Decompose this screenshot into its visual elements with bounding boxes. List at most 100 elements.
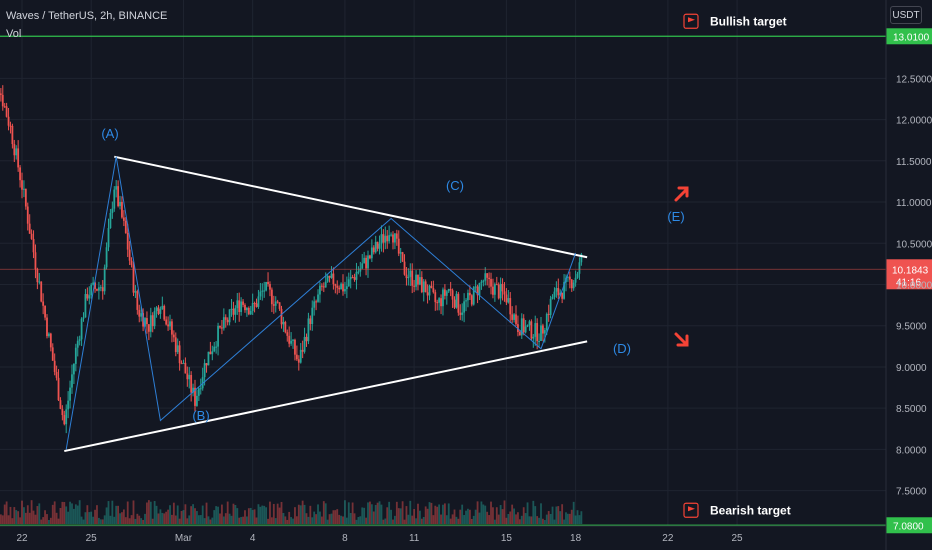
candle-body [40, 281, 43, 302]
volume-bar [15, 510, 18, 524]
volume-bar [297, 504, 300, 524]
candle-body [326, 275, 329, 282]
volume-bar [42, 517, 45, 524]
candle-body [30, 233, 33, 239]
volume-bar [67, 511, 70, 524]
volume-bar [213, 510, 216, 524]
candle-body [36, 269, 39, 283]
candle-body [97, 287, 100, 291]
volume-bar [401, 501, 404, 524]
volume-bar [538, 517, 540, 524]
candle-body [107, 227, 110, 248]
volume-bar [272, 503, 275, 524]
candle-body [334, 284, 337, 286]
currency-button[interactable]: USDT [890, 6, 922, 24]
volume-bar [470, 518, 473, 524]
volume-bar [330, 513, 333, 524]
candle-body [447, 288, 450, 292]
volume-bar [532, 500, 535, 524]
candle-body [449, 288, 452, 291]
candle-body [7, 116, 10, 126]
candle-body [172, 334, 175, 338]
volume-bar [534, 506, 537, 524]
x-tick-label: 11 [409, 533, 420, 544]
volume-bar [553, 519, 556, 524]
volume-bar [126, 501, 129, 524]
candle-body [536, 323, 539, 342]
y-tick-label: 9.5000 [896, 322, 927, 333]
candle-body [201, 377, 204, 389]
volume-bar [499, 505, 502, 524]
y-tick-label: 9.0000 [896, 363, 927, 374]
volume-bar [351, 502, 354, 524]
volume-bar [130, 515, 133, 524]
candle-body [134, 291, 137, 293]
volume-bar [197, 515, 200, 524]
wave-path [65, 156, 577, 450]
candle-body [376, 241, 379, 249]
candle-body [215, 346, 218, 348]
volume-bar [136, 513, 139, 524]
candle-body [111, 208, 114, 214]
volume-bar [476, 501, 479, 524]
volume-bar [180, 510, 183, 524]
candle-body [344, 289, 346, 292]
candle-body [171, 321, 173, 335]
wave-label: (A) [101, 126, 118, 141]
volume-bar [105, 507, 108, 524]
candle-body [290, 340, 293, 344]
candle-body [324, 281, 327, 288]
candle-body [38, 281, 41, 283]
volume-bar [48, 519, 50, 524]
volume-bar [568, 513, 571, 524]
volume-bar [503, 500, 506, 524]
candle-body [415, 274, 417, 287]
volume-bar [390, 509, 392, 524]
candle-body [255, 303, 258, 307]
candle-body [336, 285, 339, 288]
volume-bar [372, 511, 375, 524]
candle-body [99, 287, 102, 289]
volume-bar [315, 514, 317, 524]
candle-body [363, 257, 366, 264]
volume-bar [57, 518, 60, 524]
candle-body [11, 125, 14, 145]
volume-bar [222, 516, 225, 524]
volume-indicator-label[interactable]: Vol [6, 28, 22, 40]
volume-bar [513, 508, 515, 524]
volume-bar [490, 501, 492, 524]
candle-body [538, 340, 540, 342]
candle-body [263, 290, 266, 292]
candle-body [78, 339, 81, 341]
volume-bar [395, 501, 398, 524]
candle-body [563, 282, 565, 299]
candle-body [518, 332, 521, 336]
volume-bar [440, 514, 442, 524]
volume-bar [238, 517, 241, 524]
volume-bar [23, 507, 25, 524]
volume-bar [336, 509, 339, 524]
volume-bar [86, 505, 89, 524]
volume-bar [382, 519, 385, 524]
candle-body [322, 286, 325, 288]
candle-body [132, 265, 135, 293]
volume-bar [524, 513, 527, 524]
arrow-up-icon [674, 186, 689, 202]
candle-body [451, 290, 454, 300]
candle-body [580, 254, 583, 263]
candle-body [480, 281, 483, 283]
volume-bar [128, 518, 131, 524]
candle-body [67, 400, 70, 410]
volume-bar [342, 516, 344, 524]
flag-icon [683, 13, 699, 29]
candle-body [567, 276, 569, 278]
volume-bar [186, 518, 189, 524]
volume-bar [263, 505, 266, 524]
volume-bar [196, 511, 198, 524]
volume-bar [203, 518, 206, 524]
volume-bar [44, 510, 46, 524]
volume-bar [92, 516, 95, 524]
candle-body [151, 315, 154, 327]
candle-body [315, 301, 317, 303]
